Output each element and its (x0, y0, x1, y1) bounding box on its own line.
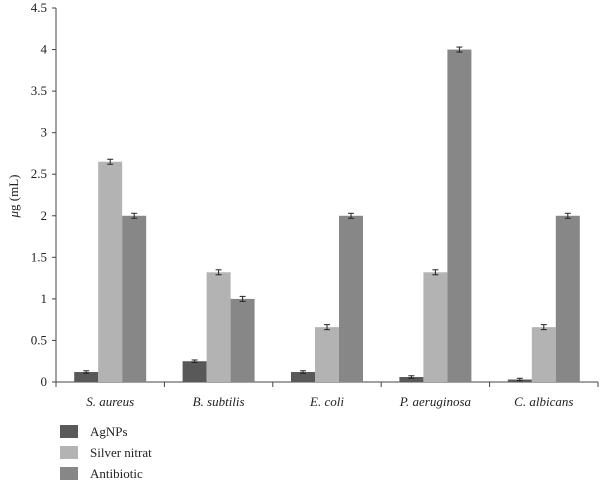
legend-label: Silver nitrat (90, 445, 152, 460)
y-tick-label: 1.5 (31, 249, 47, 264)
y-tick-label: 4.5 (31, 0, 47, 15)
error-bar (540, 324, 547, 331)
bar-antibiotic (555, 215, 580, 382)
error-bar (324, 324, 330, 331)
error-bar (432, 269, 439, 276)
bar-silver-nitrat (423, 272, 448, 382)
error-bar (408, 375, 415, 379)
error-bar (348, 212, 354, 219)
bar-agnps (291, 372, 315, 382)
y-tick-label: 1 (41, 291, 48, 306)
bar-silver-nitrat (315, 327, 339, 382)
error-bar (215, 269, 222, 276)
y-axis-title: μg (mL) (6, 175, 21, 219)
error-bar (83, 370, 90, 374)
error-bar (131, 212, 138, 219)
x-category-label: P. aeruginosa (399, 394, 472, 409)
x-category-label: S. aureus (86, 394, 134, 409)
legend-label: AgNPs (90, 424, 128, 439)
bar-antibiotic (122, 215, 147, 382)
error-bar (300, 370, 306, 374)
y-axis-title-unit: g (mL) (6, 175, 21, 211)
legend-item: Silver nitrat (60, 445, 152, 460)
error-bar (239, 295, 246, 302)
y-tick-label: 0.5 (31, 332, 47, 347)
y-tick-label: 4 (41, 42, 48, 57)
bar-antibiotic (447, 49, 472, 383)
legend-item: Antibiotic (60, 466, 143, 481)
error-bar (456, 46, 463, 53)
bar-agnps (74, 372, 99, 382)
legend-label: Antibiotic (90, 466, 143, 481)
legend-item: AgNPs (60, 424, 128, 439)
bar-silver-nitrat (206, 272, 231, 382)
x-category-label: C. albicans (514, 394, 573, 409)
legend-swatch (60, 425, 78, 438)
bar-antibiotic (339, 215, 363, 382)
svg-text:μg (mL): μg (mL) (6, 175, 21, 219)
error-bar (191, 359, 198, 363)
bar-antibiotic (230, 298, 255, 382)
legend-swatch (60, 467, 78, 480)
bar-agnps (399, 377, 424, 382)
x-category-label: E. coli (309, 394, 344, 409)
x-category-label: B. subtilis (193, 394, 245, 409)
y-tick-label: 3.5 (31, 83, 47, 98)
error-bar (107, 158, 114, 165)
plot-area: 0 0.5 1 1.5 2 2.5 3 3.5 4 4.5 S. aureus B. subtilis… (31, 0, 599, 409)
legend: AgNPs Silver nitrat Antibiotic (60, 424, 152, 481)
y-tick-label: 2 (41, 208, 48, 223)
legend-swatch (60, 446, 78, 459)
y-tick-label: 0 (41, 374, 48, 389)
error-bar (564, 212, 571, 219)
bar-silver-nitrat (531, 327, 556, 382)
y-axis-title-mu: μ (6, 211, 21, 219)
bar-agnps (182, 361, 207, 382)
y-tick-label: 3 (41, 125, 48, 140)
bar-silver-nitrat (98, 161, 123, 382)
error-bar (516, 377, 523, 382)
y-tick-label: 2.5 (31, 166, 47, 181)
